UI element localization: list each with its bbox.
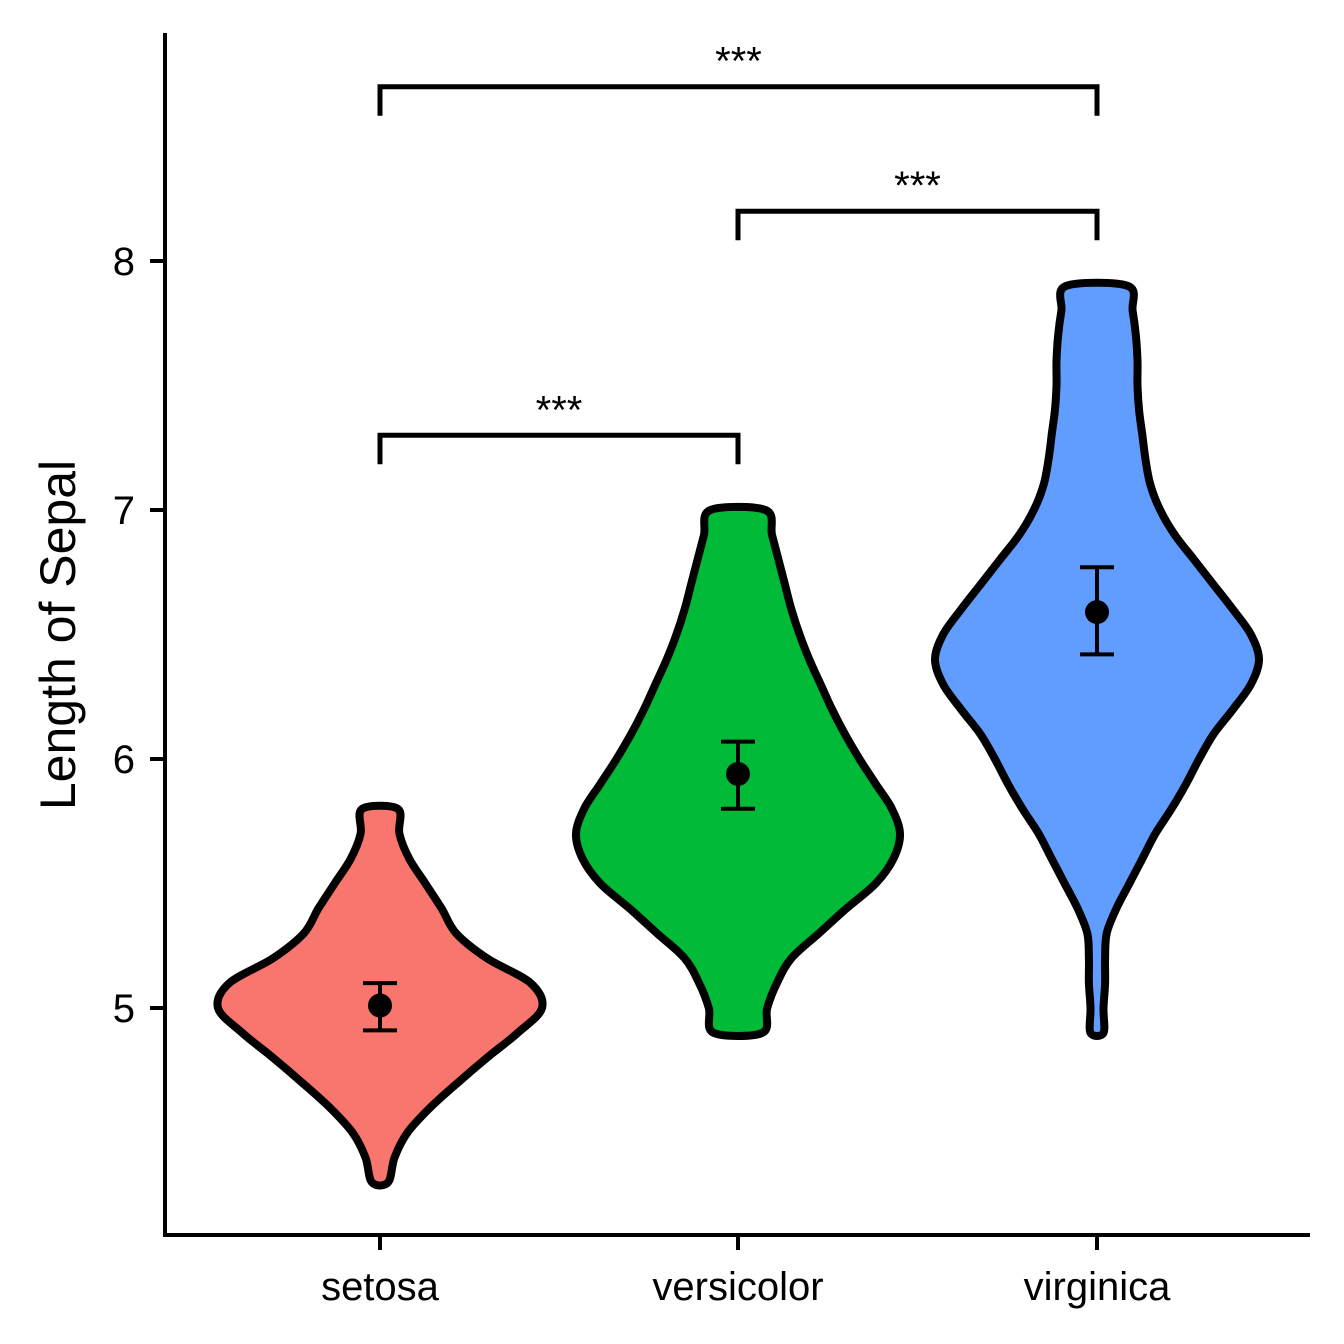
x-tick-label: virginica — [1024, 1265, 1171, 1309]
bracket-line — [377, 84, 1100, 116]
violin-virginica — [931, 278, 1263, 1040]
x-tick-label: versicolor — [652, 1265, 823, 1309]
violin-group-versicolor — [571, 502, 905, 1040]
violin-group-virginica — [931, 278, 1263, 1040]
y-axis-title: Length of Sepal — [30, 460, 86, 810]
y-tick-label: 8 — [113, 240, 135, 284]
significance-brackets: *** *** *** — [377, 40, 1100, 465]
significance-label: *** — [715, 40, 762, 84]
bracket-line — [377, 432, 741, 465]
mean-point-virginica — [1085, 600, 1109, 625]
significance-bracket: *** — [377, 388, 741, 465]
x-tick-label: setosa — [321, 1265, 440, 1309]
y-tick-label: 5 — [113, 987, 135, 1031]
bracket-line — [735, 208, 1100, 241]
violin-group-setosa — [213, 801, 547, 1190]
significance-label: *** — [536, 388, 583, 432]
significance-bracket: *** — [377, 40, 1100, 116]
y-tick-label: 7 — [113, 489, 135, 533]
significance-bracket: *** — [735, 164, 1100, 241]
mean-point-setosa — [368, 993, 392, 1018]
y-tick-label: 6 — [113, 738, 135, 782]
ticks: 5 6 7 8 setosa versicolor virginica — [113, 240, 1171, 1309]
significance-label: *** — [894, 164, 941, 208]
plot-area — [213, 278, 1263, 1190]
mean-point-versicolor — [726, 761, 750, 786]
